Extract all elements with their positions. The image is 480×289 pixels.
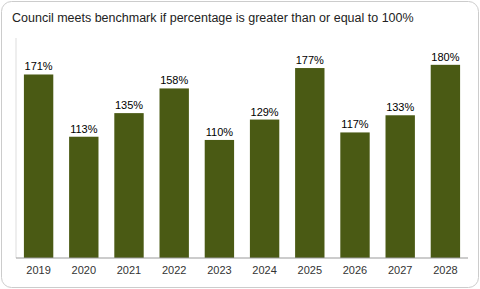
figure-border	[2, 2, 479, 288]
x-tick-label: 2025	[298, 264, 322, 276]
x-tick-label: 2026	[343, 264, 367, 276]
x-tick-label: 2020	[72, 264, 96, 276]
bar	[160, 88, 189, 258]
bar	[431, 65, 460, 258]
bars	[24, 65, 460, 258]
x-axis-line	[16, 258, 468, 259]
chart-container: Council meets benchmark if percentage is…	[0, 0, 480, 289]
data-label: 135%	[115, 99, 143, 111]
x-tick-label: 2027	[388, 264, 412, 276]
x-tick-label: 2024	[252, 264, 276, 276]
data-label: 113%	[70, 123, 98, 135]
bar	[295, 68, 324, 258]
bar	[340, 132, 369, 258]
x-tick-label: 2019	[26, 264, 50, 276]
bar	[250, 120, 279, 258]
data-label: 177%	[296, 54, 324, 66]
bar	[205, 140, 234, 258]
data-label: 180%	[431, 51, 459, 63]
bar	[69, 137, 98, 258]
x-tick-labels: 2019 2020 2021 2022 2023 2024 2025 2026 2027 2028	[26, 264, 457, 276]
x-tick-label: 2022	[162, 264, 186, 276]
chart-svg: Council meets benchmark if percentage is…	[0, 0, 480, 289]
data-label: 158%	[160, 74, 188, 86]
x-tick-label: 2023	[207, 264, 231, 276]
data-label: 171%	[25, 60, 53, 72]
chart-title: Council meets benchmark if percentage is…	[12, 11, 414, 25]
data-label: 117%	[341, 118, 369, 130]
y-axis-line	[16, 38, 17, 258]
x-tick-label: 2028	[433, 264, 457, 276]
bar	[114, 113, 143, 258]
x-tick-label: 2021	[117, 264, 141, 276]
bar	[24, 74, 53, 258]
data-labels: 171% 113% 135% 158% 110% 129% 177% 117% 133% 180%	[25, 51, 460, 138]
data-label: 133%	[386, 101, 414, 113]
bar	[386, 115, 415, 258]
data-label: 110%	[206, 126, 234, 138]
data-label: 129%	[251, 106, 279, 118]
